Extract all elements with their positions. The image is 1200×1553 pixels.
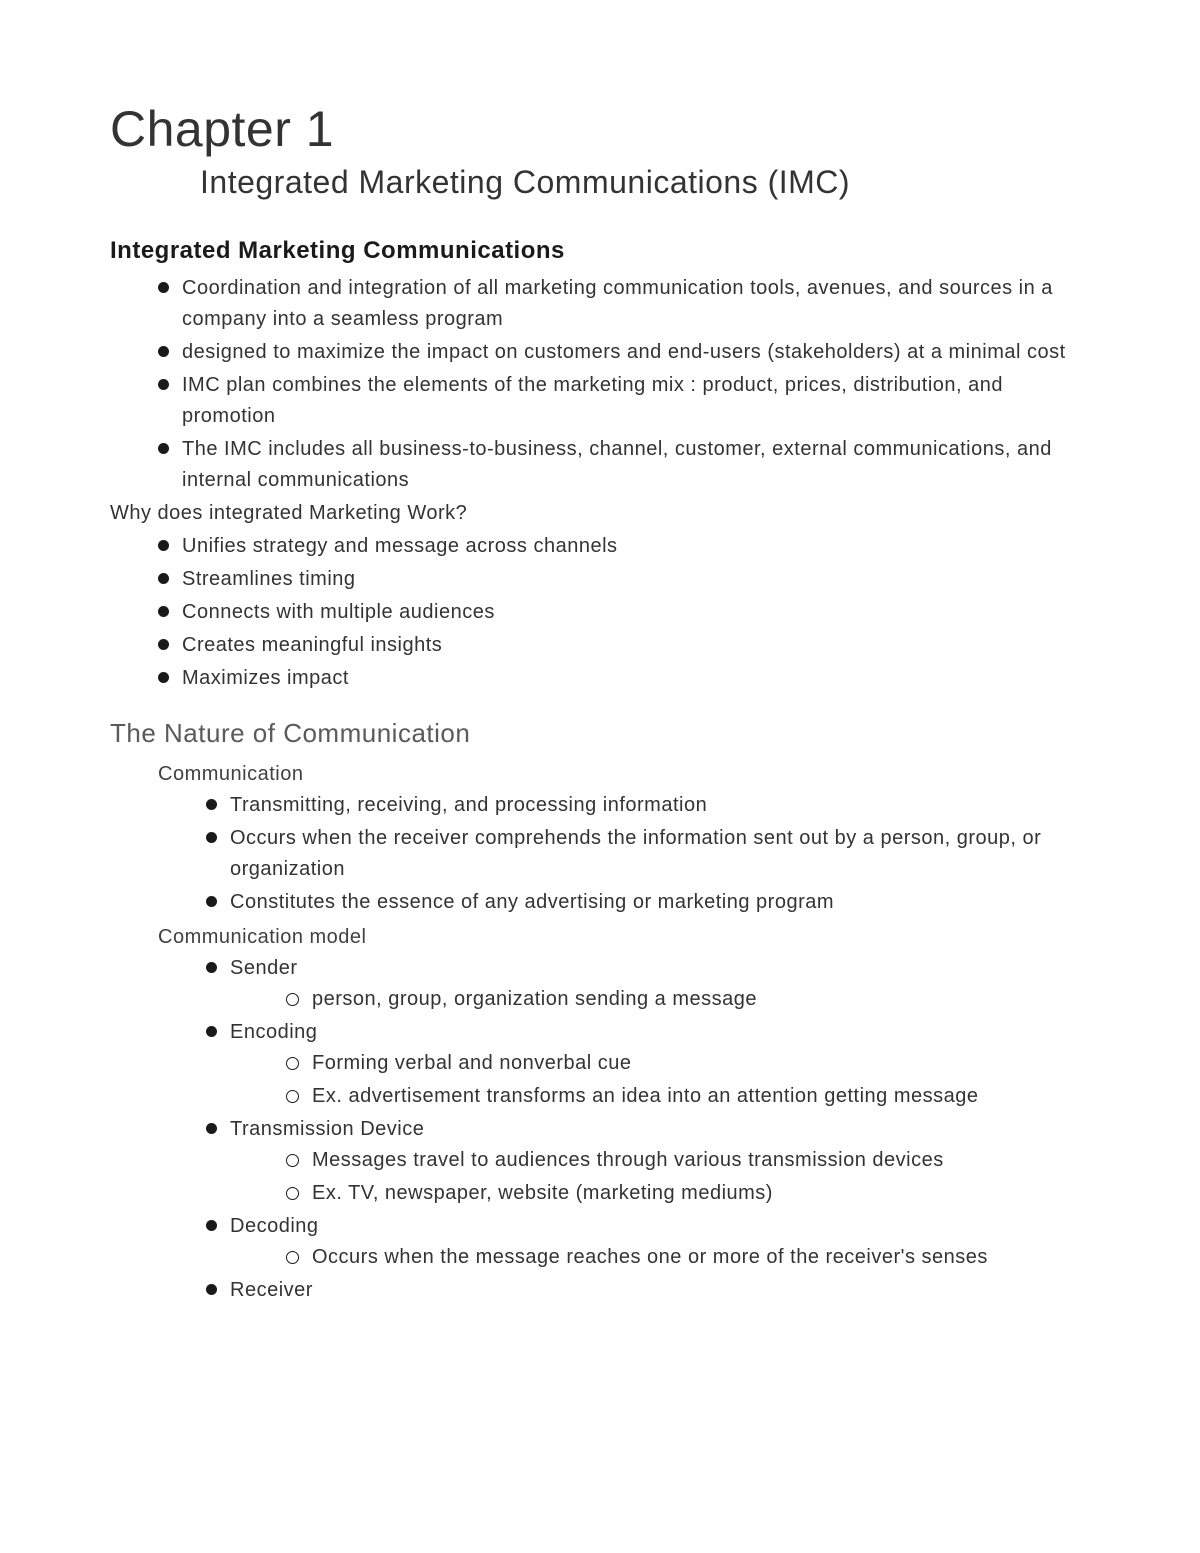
list-item: Constitutes the essence of any advertisi… [206, 887, 1090, 918]
communication-label: Communication [158, 759, 1090, 790]
list-item: Coordination and integration of all mark… [158, 273, 1090, 335]
model-sub-list: Messages travel to audiences through var… [230, 1145, 1090, 1209]
list-item: Occurs when the receiver comprehends the… [206, 823, 1090, 885]
chapter-subtitle: Integrated Marketing Communications (IMC… [200, 164, 1090, 201]
model-item: Transmission DeviceMessages travel to au… [206, 1114, 1090, 1209]
model-sub-item: Forming verbal and nonverbal cue [286, 1048, 1090, 1079]
list-item: Maximizes impact [158, 663, 1090, 694]
section-heading-imc: Integrated Marketing Communications [110, 237, 1090, 265]
model-sub-list: Forming verbal and nonverbal cueEx. adve… [230, 1048, 1090, 1112]
why-bullet-list: Unifies strategy and message across chan… [110, 531, 1090, 694]
list-item: Creates meaningful insights [158, 630, 1090, 661]
chapter-title: Chapter 1 [110, 100, 1090, 158]
model-sub-list: person, group, organization sending a me… [230, 984, 1090, 1015]
model-sub-list: Occurs when the message reaches one or m… [230, 1242, 1090, 1273]
model-item: Senderperson, group, organization sendin… [206, 953, 1090, 1015]
list-item: Connects with multiple audiences [158, 597, 1090, 628]
model-sub-item: Ex. TV, newspaper, website (marketing me… [286, 1178, 1090, 1209]
communication-bullet-list: Transmitting, receiving, and processing … [158, 790, 1090, 918]
list-item: Transmitting, receiving, and processing … [206, 790, 1090, 821]
why-heading: Why does integrated Marketing Work? [110, 498, 1090, 529]
communication-model-list: Senderperson, group, organization sendin… [158, 953, 1090, 1306]
list-item: Streamlines timing [158, 564, 1090, 595]
communication-model-label: Communication model [158, 922, 1090, 953]
model-sub-item: Occurs when the message reaches one or m… [286, 1242, 1090, 1273]
model-sub-item: Ex. advertisement transforms an idea int… [286, 1081, 1090, 1112]
list-item: designed to maximize the impact on custo… [158, 337, 1090, 368]
model-item: EncodingForming verbal and nonverbal cue… [206, 1017, 1090, 1112]
imc-bullet-list: Coordination and integration of all mark… [110, 273, 1090, 496]
list-item: IMC plan combines the elements of the ma… [158, 370, 1090, 432]
model-item: Receiver [206, 1275, 1090, 1306]
model-item: DecodingOccurs when the message reaches … [206, 1211, 1090, 1273]
nature-heading: The Nature of Communication [110, 718, 1090, 749]
list-item: Unifies strategy and message across chan… [158, 531, 1090, 562]
model-sub-item: person, group, organization sending a me… [286, 984, 1090, 1015]
model-sub-item: Messages travel to audiences through var… [286, 1145, 1090, 1176]
list-item: The IMC includes all business-to-busines… [158, 434, 1090, 496]
